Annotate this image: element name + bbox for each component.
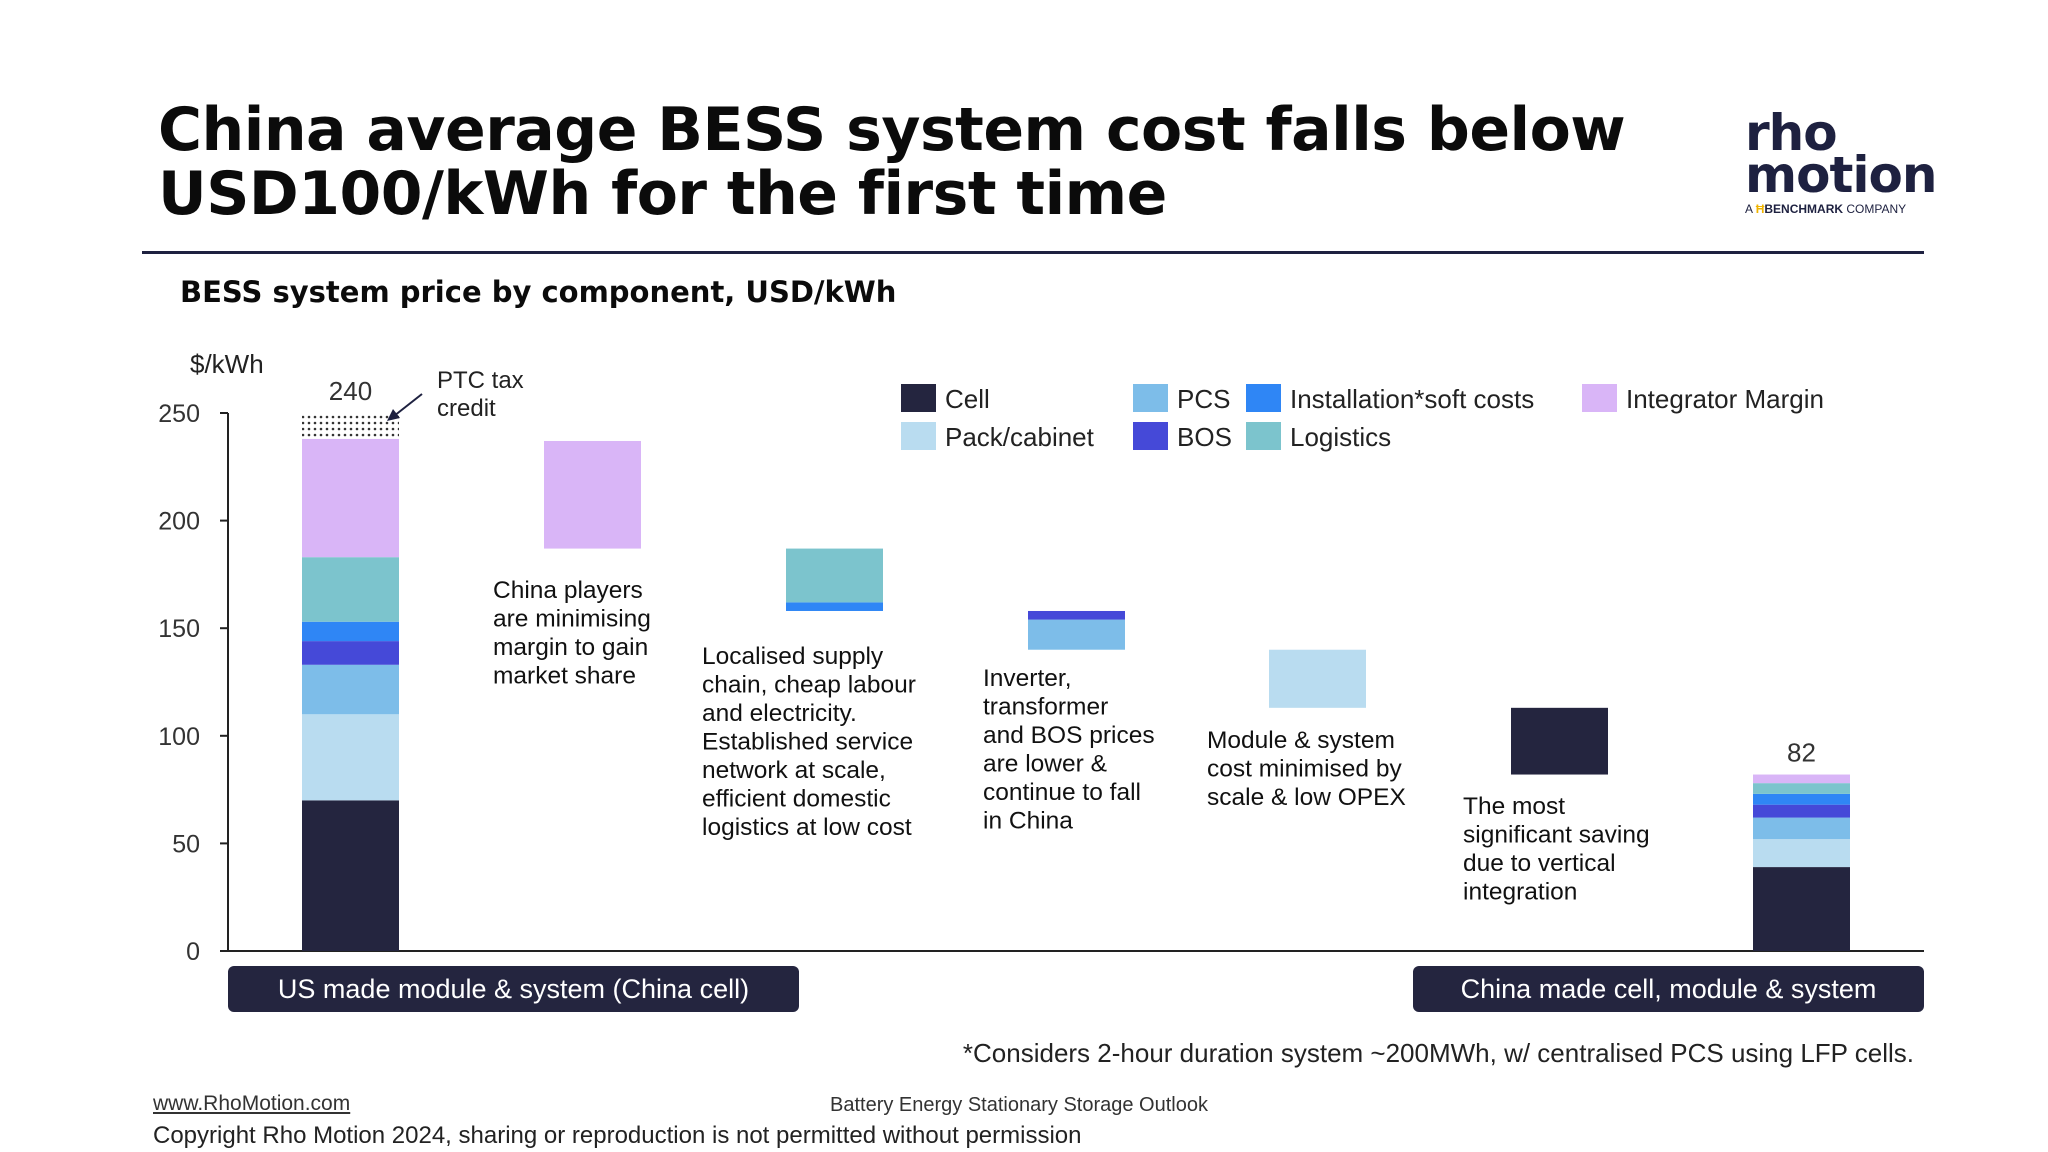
stack-2-integrator-margin-segment	[1753, 774, 1850, 784]
waterfall-2-annotation-line: network at scale,	[702, 757, 886, 784]
y-tick-label: 150	[158, 615, 200, 643]
legend-swatch-cell	[901, 384, 936, 412]
legend-label-integrator-margin: Integrator Margin	[1626, 384, 1824, 414]
waterfall-3-annotation-line: Inverter,	[983, 665, 1072, 692]
category-box-1	[228, 966, 799, 1012]
waterfall-4-annotation-line: scale & low OPEX	[1207, 784, 1406, 811]
waterfall-1-annotation-line: market share	[493, 663, 636, 690]
waterfall-1-integrator-margin-segment	[544, 440, 641, 549]
waterfall-3-annotation-line: in China	[983, 808, 1073, 835]
y-tick-label: 100	[158, 723, 200, 751]
legend-swatch-installation-soft-costs	[1246, 384, 1281, 412]
waterfall-2-annotation-line: and electricity.	[702, 700, 857, 727]
waterfall-4-annotation-line: cost minimised by	[1207, 756, 1402, 783]
stack-1-integrator-margin-segment	[302, 438, 399, 558]
category-label-2: China made cell, module & system	[1461, 974, 1877, 1004]
legend-swatch-integrator-margin	[1582, 384, 1617, 412]
waterfall-2-annotation-line: Established service	[702, 729, 913, 756]
legend-swatch-pcs	[1133, 384, 1168, 412]
waterfall-5-annotation-line: significant saving	[1463, 822, 1650, 849]
page-title: China average BESS system cost falls bel…	[158, 95, 1626, 229]
legend-label-installation-soft-costs: Installation*soft costs	[1290, 384, 1534, 414]
stack-1-cell-segment	[302, 800, 399, 951]
waterfall-3-bos-segment	[1028, 610, 1125, 620]
waterfall-5-annotation-line: due to vertical	[1463, 850, 1616, 877]
waterfall-4-pack-cabinet-segment	[1269, 649, 1366, 708]
stack-2-pack-cabinet-segment	[1753, 839, 1850, 868]
website-link[interactable]: www.RhoMotion.com	[153, 1092, 351, 1115]
waterfall-1-annotation-line: margin to gain	[493, 634, 648, 661]
y-axis-label: $/kWh	[190, 349, 264, 379]
waterfall-3-annotation-line: are lower &	[983, 751, 1107, 778]
waterfall-3-pcs-segment	[1028, 619, 1125, 650]
stack-2-installation-soft-costs-segment	[1753, 793, 1850, 805]
company-logo: rho motion A ĦBENCHMARK COMPANY	[1745, 104, 1937, 216]
legend-swatch-logistics	[1246, 422, 1281, 450]
stack-1-logistics-segment	[302, 557, 399, 622]
stack-1-installation-soft-costs-segment	[302, 621, 399, 642]
category-label-1: US made module & system (China cell)	[278, 974, 749, 1004]
ptc-tax-credit-segment	[302, 413, 399, 439]
legend-label-bos: BOS	[1177, 422, 1232, 452]
waterfall-1-annotation-line: China players	[493, 577, 643, 604]
ptc-arrow-head	[387, 409, 400, 421]
waterfall-2-annotation-line: efficient domestic	[702, 786, 891, 813]
logo-sub-a: A	[1745, 202, 1753, 216]
category-box-2	[1413, 966, 1924, 1012]
legend-label-pack-cabinet: Pack/cabinet	[945, 422, 1095, 452]
copyright-notice: Copyright Rho Motion 2024, sharing or re…	[153, 1122, 1082, 1149]
waterfall-1-annotation-line: are minimising	[493, 606, 651, 633]
stack-2-total-label: 82	[1787, 738, 1816, 768]
y-tick-label: 250	[158, 400, 200, 428]
benchmark-h-icon: Ħ	[1755, 202, 1765, 216]
logo-word-rho: rho	[1745, 104, 1838, 162]
title-line-1: China average BESS system cost falls bel…	[158, 95, 1626, 165]
legend-swatch-bos	[1133, 422, 1168, 450]
stack-2-bos-segment	[1753, 804, 1850, 818]
legend-swatch-pack-cabinet	[901, 422, 936, 450]
waterfall-5-cell-segment	[1511, 707, 1608, 775]
waterfall-4-annotation-line: Module & system	[1207, 727, 1395, 754]
ptc-arrow-line	[393, 393, 423, 417]
waterfall-5-annotation-line: The most	[1463, 793, 1565, 820]
logo-subtitle: A ĦBENCHMARK COMPANY	[1745, 202, 1925, 216]
logo-sub-company: COMPANY	[1846, 202, 1907, 216]
ptc-label-line-2: credit	[437, 395, 496, 422]
title-line-2: USD100/kWh for the first time	[158, 159, 1167, 229]
title-divider	[142, 251, 1924, 254]
stack-2-pcs-segment	[1753, 817, 1850, 840]
logo-sub-brand: BENCHMARK	[1764, 202, 1844, 216]
waterfall-3-annotation-line: and BOS prices	[983, 722, 1155, 749]
y-tick-label: 200	[158, 508, 200, 536]
waterfall-5-annotation-line: integration	[1463, 879, 1577, 906]
stack-1-total-label: 240	[329, 376, 372, 406]
waterfall-2-logistics-segment	[786, 548, 883, 603]
waterfall-3-annotation-line: continue to fall	[983, 779, 1141, 806]
stack-1-pack-cabinet-segment	[302, 714, 399, 801]
ptc-label-line-1: PTC tax	[437, 367, 524, 394]
waterfall-2-annotation-line: Localised supply	[702, 643, 884, 670]
stack-1-pcs-segment	[302, 664, 399, 715]
y-tick-label: 0	[186, 938, 200, 966]
logo-word-motion: motion	[1745, 146, 1937, 204]
chart-title: BESS system price by component, USD/kWh	[180, 275, 897, 309]
waterfall-2-annotation-line: logistics at low cost	[702, 814, 912, 841]
stack-2-logistics-segment	[1753, 783, 1850, 794]
stack-1-bos-segment	[302, 641, 399, 665]
legend-label-cell: Cell	[945, 384, 990, 414]
report-name: Battery Energy Stationary Storage Outloo…	[830, 1094, 1208, 1116]
y-tick-label: 50	[172, 830, 200, 858]
waterfall-2-annotation-line: chain, cheap labour	[702, 672, 916, 699]
footnote: *Considers 2-hour duration system ~200MW…	[962, 1038, 1914, 1068]
legend-label-logistics: Logistics	[1290, 422, 1391, 452]
stack-2-cell-segment	[1753, 867, 1850, 951]
waterfall-3-annotation-line: transformer	[983, 694, 1108, 721]
legend-label-pcs: PCS	[1177, 384, 1230, 414]
waterfall-2-installation-soft-costs-segment	[786, 602, 883, 611]
